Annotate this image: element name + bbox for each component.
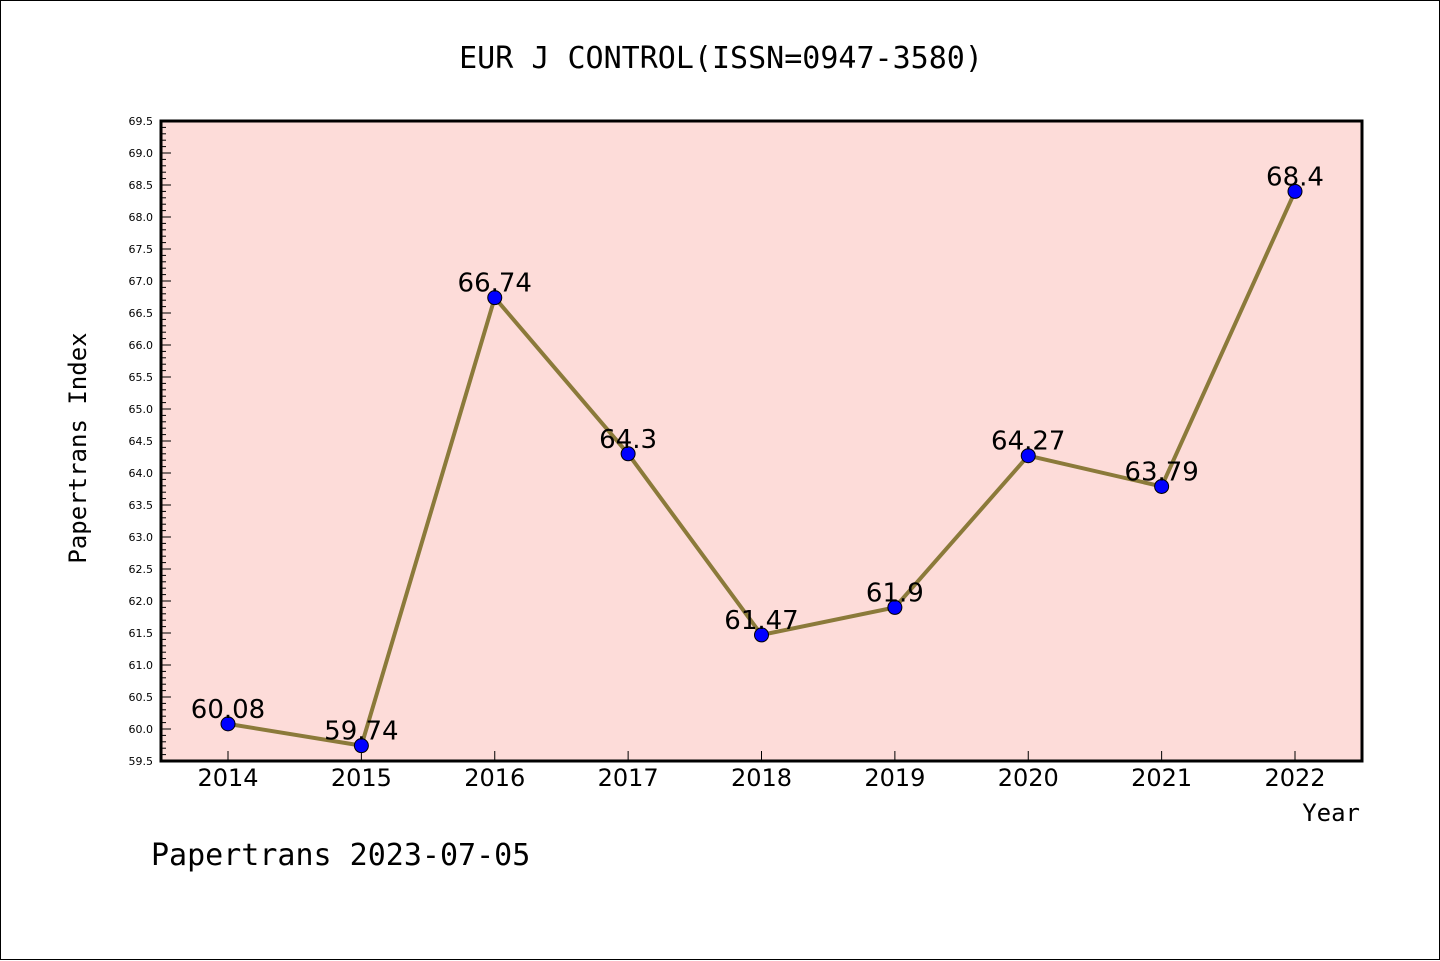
data-point — [1154, 478, 1170, 494]
y-tick-label: 61.0 — [129, 659, 154, 672]
y-tick-label: 64.5 — [129, 435, 154, 448]
y-tick-label: 62.0 — [129, 595, 154, 608]
data-label: 61.9 — [866, 578, 924, 608]
data-point — [1287, 183, 1303, 199]
y-tick-label: 62.5 — [129, 563, 154, 576]
data-label: 66.74 — [458, 269, 532, 299]
y-tick-label: 59.5 — [129, 755, 154, 768]
x-tick-label: 2016 — [464, 764, 525, 792]
marker-group — [220, 183, 1303, 754]
y-tick-label: 67.0 — [129, 275, 154, 288]
x-tick-label: 2018 — [731, 764, 792, 792]
y-axis-ticks: 59.5 60.0 60.5 61.0 61.5 62.0 62.5 63.0 63.5 64.0… — [129, 115, 171, 768]
data-point — [887, 599, 903, 615]
data-label: 59.74 — [324, 717, 398, 747]
plot-border — [159, 119, 1364, 763]
x-axis-label: Year — [1302, 799, 1360, 827]
x-tick-label: 2019 — [864, 764, 925, 792]
y-tick-label: 66.0 — [129, 339, 154, 352]
y-tick-label: 66.5 — [129, 307, 154, 320]
data-point — [1020, 448, 1036, 464]
y-tick-label: 69.5 — [129, 115, 154, 128]
x-tick-label: 2021 — [1131, 764, 1192, 792]
data-label: 68.4 — [1266, 162, 1324, 192]
chart-title: EUR J CONTROL(ISSN=0947-3580) — [459, 41, 983, 76]
x-tick-label: 2020 — [998, 764, 1059, 792]
y-tick-label: 68.5 — [129, 179, 154, 192]
data-label: 64.27 — [991, 427, 1065, 457]
footer-text: Papertrans 2023-07-05 — [151, 838, 530, 873]
y-tick-label: 69.0 — [129, 147, 154, 160]
y-tick-label: 68.0 — [129, 211, 154, 224]
data-label: 60.08 — [191, 695, 265, 725]
y-tick-label: 63.5 — [129, 499, 154, 512]
x-axis-ticks: 2014 2015 2016 2017 2018 2019 2020 2021 2022 — [197, 751, 1326, 792]
x-tick-label: 2015 — [331, 764, 392, 792]
plot-area — [161, 121, 1362, 761]
x-tick-label: 2022 — [1264, 764, 1325, 792]
y-axis-label: Papertrans Index — [64, 332, 92, 563]
data-point — [353, 738, 369, 754]
x-tick-label: 2017 — [598, 764, 659, 792]
y-tick-label: 67.5 — [129, 243, 154, 256]
y-tick-label: 61.5 — [129, 627, 154, 640]
y-tick-label: 60.5 — [129, 691, 154, 704]
data-label: 63.79 — [1124, 457, 1198, 487]
y-tick-label: 64.0 — [129, 467, 154, 480]
data-point — [220, 716, 236, 732]
data-point — [487, 290, 503, 306]
data-label-group: 60.08 59.74 66.74 64.3 61.47 61.9 64.27 63.79 68… — [191, 162, 1324, 746]
y-tick-label: 65.0 — [129, 403, 154, 416]
data-point — [620, 446, 636, 462]
y-tick-label: 65.5 — [129, 371, 154, 384]
data-label: 64.3 — [599, 425, 657, 455]
data-label: 61.47 — [724, 606, 798, 636]
x-tick-label: 2014 — [197, 764, 258, 792]
y-tick-label: 63.0 — [129, 531, 154, 544]
data-point — [754, 627, 769, 643]
y-tick-label: 60.0 — [129, 723, 154, 736]
